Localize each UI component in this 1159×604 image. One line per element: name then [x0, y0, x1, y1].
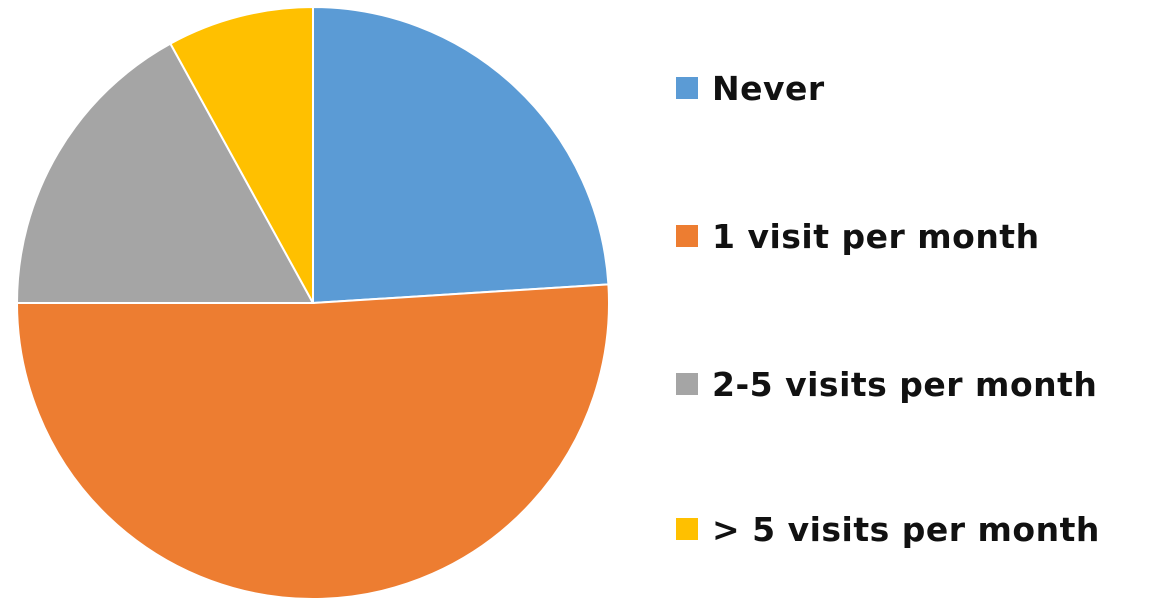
legend-swatch-over-5-visits [676, 518, 698, 540]
pie-slices [15, 5, 610, 600]
legend-item-over-5-visits: > 5 visits per month [676, 499, 1100, 559]
legend-label-over-5-visits: > 5 visits per month [712, 509, 1100, 549]
pie-slice-2-5-visits [15, 42, 315, 304]
legend-swatch-2-5-visits [676, 373, 698, 395]
legend-label-never: Never [712, 68, 825, 108]
pie-slice-never [312, 5, 610, 305]
legend-label-1-visit: 1 visit per month [712, 216, 1040, 256]
legend-swatch-never [676, 77, 698, 99]
pie-slice-1-visit [15, 283, 610, 600]
legend-item-1-visit: 1 visit per month [676, 206, 1040, 266]
legend-item-never: Never [676, 58, 825, 118]
legend-swatch-1-visit [676, 225, 698, 247]
legend-label-2-5-visits: 2-5 visits per month [712, 364, 1098, 404]
legend-item-2-5-visits: 2-5 visits per month [676, 354, 1097, 414]
pie-slice-over-5-visits [169, 5, 314, 304]
